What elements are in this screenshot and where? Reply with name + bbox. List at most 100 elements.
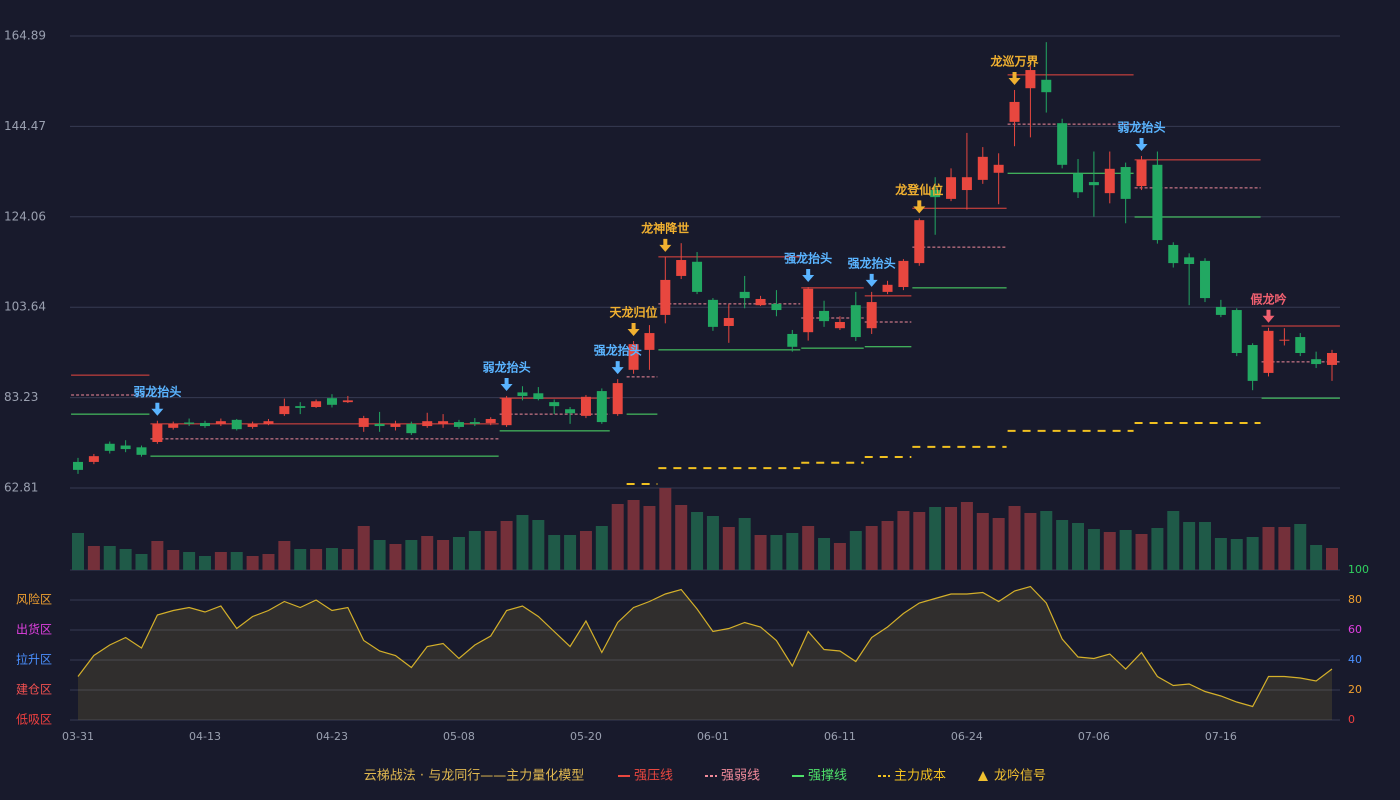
candle-body [517, 392, 528, 396]
volume-bar [849, 531, 862, 570]
volume-bar [643, 506, 656, 570]
volume-bar [738, 518, 751, 570]
candle-body [263, 421, 274, 424]
y-tick-label: 83.23 [4, 390, 38, 404]
volume-bar [611, 504, 624, 570]
candle-body [1184, 257, 1195, 264]
volume-bar [1183, 522, 1196, 570]
signal-label: 强龙抬头 [784, 251, 832, 266]
volume-bar [1230, 539, 1243, 570]
candle-body [136, 447, 147, 455]
volume-bar [500, 521, 513, 570]
osc-tick-label: 60 [1348, 623, 1362, 636]
zone-label: 建仓区 [16, 683, 52, 697]
candle-body [787, 333, 798, 347]
volume-bar [675, 505, 688, 570]
signal-arrow [802, 269, 815, 283]
volume-bar [405, 540, 418, 570]
volume-bar [310, 549, 323, 570]
x-tick-label: 04-23 [316, 730, 348, 743]
candle-body [771, 303, 782, 311]
candle-body [580, 396, 591, 416]
candle-body [1088, 182, 1099, 186]
volume-bar [183, 552, 196, 570]
candle-body [73, 461, 83, 470]
candle-body [199, 422, 210, 427]
candle-body [850, 305, 861, 338]
y-tick-label: 103.64 [4, 300, 46, 314]
candle-body [1247, 345, 1258, 381]
y-tick-label: 62.81 [4, 481, 38, 495]
legend-swatch [978, 771, 988, 781]
volume-bar [135, 554, 148, 570]
volume-bar [1246, 537, 1259, 570]
candle-body [1215, 306, 1226, 315]
volume-bar [151, 541, 164, 570]
volume-bar [72, 533, 84, 570]
zone-label: 拉升区 [16, 652, 52, 667]
volume-bar [579, 531, 592, 570]
osc-tick-label: 100 [1348, 563, 1369, 576]
volume-bar [1040, 511, 1053, 570]
volume-bar [754, 535, 767, 570]
candle-body [755, 298, 766, 306]
osc-tick-label: 80 [1348, 593, 1362, 606]
signal-arrow [627, 323, 640, 337]
candle-body [1073, 173, 1084, 193]
candle-body [501, 398, 512, 426]
candle-body [184, 422, 195, 424]
volume-bar [1326, 548, 1338, 570]
signal-arrow [1262, 309, 1275, 323]
candle-body [1295, 337, 1306, 353]
candle-body [612, 383, 623, 415]
candle-body [866, 302, 877, 329]
candle-body [1279, 339, 1290, 341]
volume-bar [1024, 513, 1037, 570]
volume-bar [548, 535, 561, 570]
volume-bar [246, 556, 259, 570]
volume-bar [532, 520, 545, 570]
signal-label: 天龙归位 [610, 305, 658, 320]
x-tick-label: 07-06 [1078, 730, 1110, 743]
candle-body [215, 421, 226, 424]
candle-body [882, 284, 893, 292]
osc-area [78, 586, 1332, 720]
volume-bar [1151, 528, 1164, 570]
volume-bar [357, 526, 370, 570]
legend-label: 强弱线 [721, 769, 760, 784]
candle-body [422, 421, 433, 427]
volume-bar [1087, 529, 1100, 570]
volume-bar [1199, 522, 1212, 570]
volume-bar [1310, 545, 1323, 570]
signal-label: 弱龙抬头 [483, 359, 531, 374]
volume-bar [198, 556, 211, 570]
volume-bar [278, 541, 291, 570]
candle-body [88, 456, 99, 462]
candle-body [1041, 79, 1052, 93]
x-tick-label: 06-24 [951, 730, 983, 743]
candle-body [1104, 168, 1115, 194]
volume-bar [976, 513, 989, 570]
signal-label: 强龙抬头 [594, 343, 642, 358]
volume-bar [262, 554, 275, 570]
candle-body [676, 260, 687, 276]
volume-bar [818, 538, 831, 570]
candle-body [1136, 159, 1147, 187]
signal-label: 弱龙抬头 [133, 384, 181, 399]
candle-body [120, 445, 131, 450]
volume-bar [119, 549, 132, 570]
candle-body [247, 423, 258, 427]
candle-body [358, 418, 369, 427]
volume-bar [87, 546, 100, 570]
signal-arrow [1008, 71, 1021, 85]
volume-bar [373, 540, 386, 570]
legend-label: 强撑线 [808, 769, 847, 784]
candle-body [406, 423, 417, 434]
volume-bar [833, 543, 846, 570]
candle-body [914, 220, 925, 264]
x-tick-label: 05-20 [570, 730, 602, 743]
candle-body [279, 406, 290, 415]
candle-body [565, 409, 576, 414]
x-tick-label: 05-08 [443, 730, 475, 743]
volume-bar [230, 552, 243, 570]
